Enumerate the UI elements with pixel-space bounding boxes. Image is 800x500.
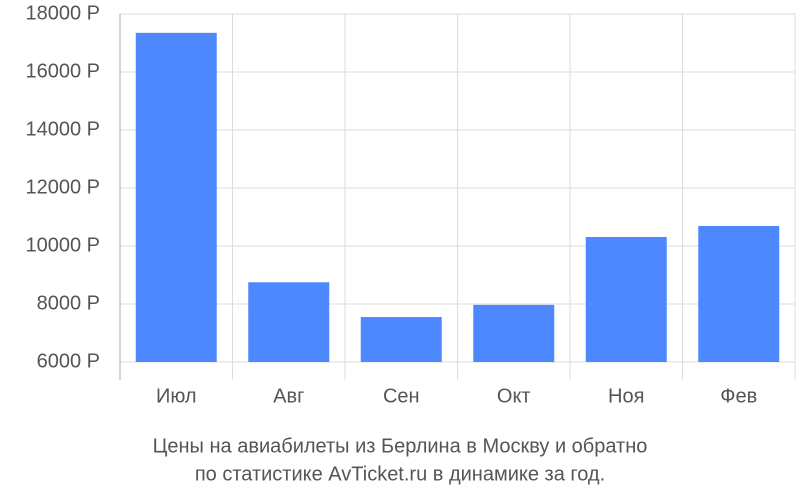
x-tick-label: Фев bbox=[720, 385, 757, 407]
x-tick-label: Ноя bbox=[608, 385, 644, 407]
y-tick-label: 14000 Р bbox=[25, 118, 100, 140]
x-tick-label: Авг bbox=[273, 385, 304, 407]
y-tick-label: 10000 Р bbox=[25, 234, 100, 256]
bar bbox=[248, 282, 330, 362]
x-tick-label: Окт bbox=[497, 385, 531, 407]
x-tick-label: Сен bbox=[383, 385, 420, 407]
bar bbox=[473, 304, 555, 362]
bar bbox=[698, 225, 780, 362]
y-tick-label: 16000 Р bbox=[25, 60, 100, 82]
y-tick-label: 18000 Р bbox=[25, 2, 100, 24]
chart-title: по статистике AvTicket.ru в динамике за … bbox=[195, 463, 605, 485]
y-tick-label: 12000 Р bbox=[25, 176, 100, 198]
bar bbox=[135, 32, 217, 362]
chart-title: Цены на авиабилеты из Берлина в Москву и… bbox=[153, 435, 648, 457]
x-tick-label: Июл bbox=[156, 385, 197, 407]
y-tick-label: 6000 Р bbox=[37, 350, 100, 372]
bar bbox=[360, 317, 442, 362]
y-tick-label: 8000 Р bbox=[37, 292, 100, 314]
bar bbox=[585, 237, 667, 362]
